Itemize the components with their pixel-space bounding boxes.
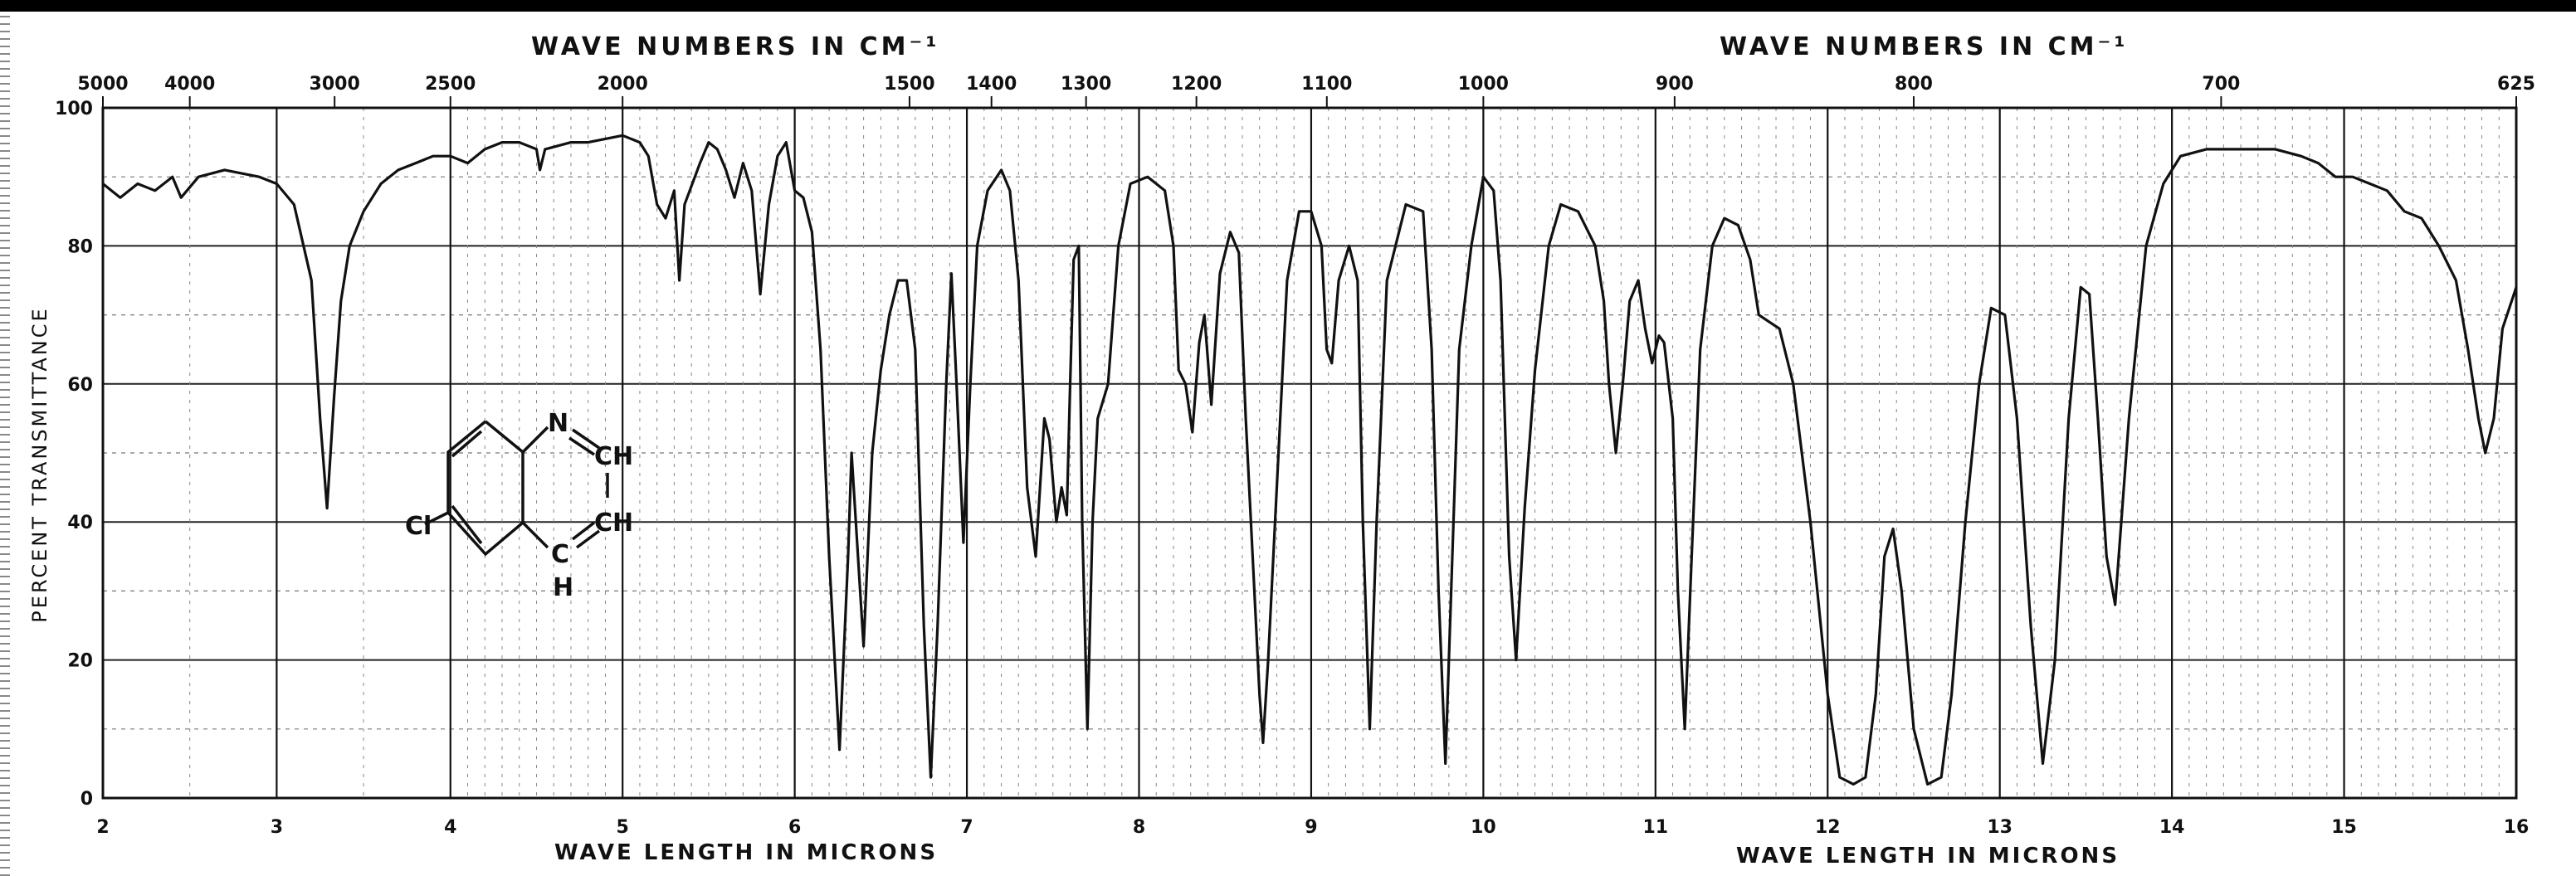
y-tick-label: 100	[55, 99, 93, 119]
molecule-structure	[424, 420, 609, 557]
x-tick-label: 16	[2504, 817, 2530, 838]
top-tick-label: 1200	[1171, 74, 1222, 95]
x-tick-label: 13	[1987, 817, 2013, 838]
ring-double-bond-2	[451, 504, 483, 545]
mol-h-label: H	[553, 573, 573, 602]
y-axis-label: PERCENT TRANSMITTANCE	[28, 306, 51, 622]
top-tick-label: 625	[2497, 74, 2535, 95]
x-tick-label: 6	[788, 817, 801, 838]
left-edge-perforation	[0, 16, 10, 876]
x-axis-ticks: 2 3 4 5 6 7 8 9 10 11 12 13 14 15 16	[96, 817, 2529, 838]
mol-ch-bottom-label: CH	[594, 509, 633, 538]
top-axis-label-left: WAVE NUMBERS IN CM⁻¹	[531, 32, 939, 61]
x-tick-label: 5	[617, 817, 629, 838]
x-tick-label: 9	[1305, 817, 1317, 838]
top-tick-label: 3000	[310, 74, 360, 95]
x-tick-label: 14	[2159, 817, 2185, 838]
plot-border	[101, 106, 2518, 800]
top-tick-label: 4000	[164, 74, 215, 95]
ring-double-bond-1	[451, 430, 483, 458]
top-tick-label: 1000	[1458, 74, 1509, 95]
y-tick-label: 60	[67, 375, 93, 396]
top-tick-label: 700	[2202, 74, 2240, 95]
top-wavenumber-ticks: 5000 4000 3000 2500 2000 1500 1400 1300 1200 1100…	[77, 74, 2535, 108]
top-tick-label: 1500	[884, 74, 934, 95]
bond-c-ring	[521, 521, 549, 549]
y-tick-label: 20	[67, 651, 93, 672]
x-tick-label: 10	[1471, 817, 1496, 838]
x-tick-label: 8	[1133, 817, 1145, 838]
bond-ch-c	[575, 529, 601, 549]
x-tick-label: 2	[96, 817, 109, 838]
y-tick-label: 0	[80, 789, 93, 810]
top-tick-label: 1100	[1301, 74, 1352, 95]
top-tick-label: 5000	[77, 74, 128, 95]
bond-c-n	[521, 426, 549, 454]
top-tick-label: 2000	[598, 74, 648, 95]
top-tick-label: 2500	[425, 74, 476, 95]
x-axis-label-right: WAVE LENGTH IN MICRONS	[1736, 844, 2120, 869]
top-axis-label-right: WAVE NUMBERS IN CM⁻¹	[1720, 32, 2128, 61]
y-tick-label: 80	[67, 236, 93, 257]
bond-ch-c-double	[571, 521, 596, 541]
x-tick-label: 3	[271, 817, 283, 838]
bond-cl-ring	[424, 511, 449, 526]
mol-cl-label: Cl	[405, 512, 432, 541]
x-tick-label: 12	[1815, 817, 1841, 838]
top-border-band	[0, 0, 2576, 12]
top-tick-label: 1400	[966, 74, 1017, 95]
spectrum-line	[102, 134, 2518, 786]
x-tick-label: 7	[960, 817, 973, 838]
top-tick-label: 900	[1656, 74, 1694, 95]
x-tick-label: 15	[2331, 817, 2357, 838]
y-tick-label: 40	[67, 513, 93, 533]
x-tick-label: 11	[1643, 817, 1669, 838]
top-tick-label: 1300	[1061, 74, 1111, 95]
mol-c-label: C	[551, 540, 569, 569]
y-axis-ticks: 0 20 40 60 80 100	[55, 99, 93, 810]
mol-ch-top-label: CH	[594, 442, 633, 471]
plot-frame	[101, 106, 2518, 800]
bond-n-ch	[572, 428, 600, 450]
x-axis-label-left: WAVE LENGTH IN MICRONS	[554, 840, 938, 865]
mol-n-label: N	[548, 409, 568, 438]
bond-n-ch-double	[568, 436, 595, 456]
top-tick-label: 800	[1895, 74, 1933, 95]
x-tick-label: 4	[444, 817, 456, 838]
